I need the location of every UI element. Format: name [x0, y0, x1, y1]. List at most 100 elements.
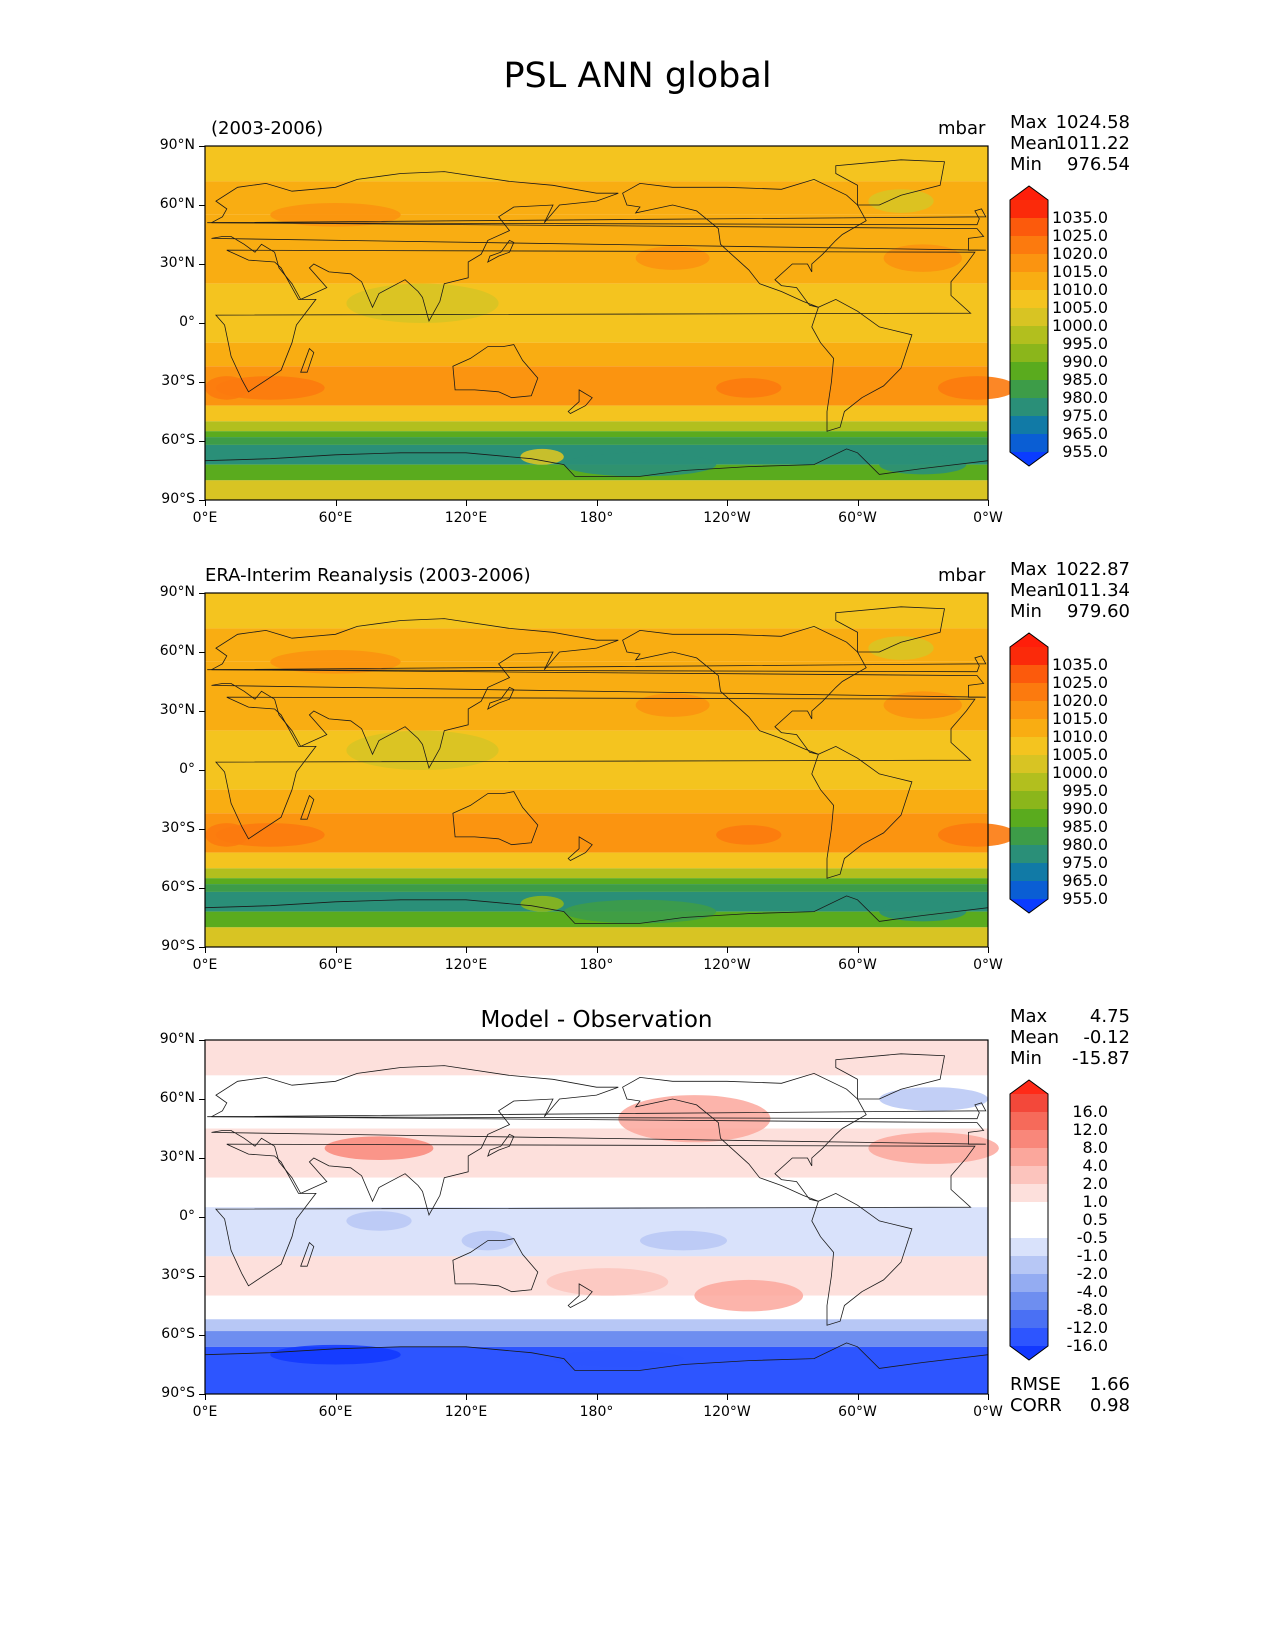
colorbar-label: 955.0: [1062, 889, 1108, 908]
stat-label-mean: Mean: [1010, 133, 1060, 154]
colorbar-label: 1005.0: [1052, 298, 1108, 317]
coastline: [207, 1102, 987, 1120]
panel-title-diff: Model - Observation: [480, 1007, 713, 1033]
colorbar-label: 1020.0: [1052, 691, 1108, 710]
lat-tick-label: 30°S: [161, 820, 195, 836]
lon-tick-label: 120°E: [444, 1404, 488, 1420]
colorbar-label: -12.0: [1066, 1318, 1108, 1337]
lat-tick-mark: [199, 500, 205, 501]
lat-tick-label: 30°N: [159, 1149, 195, 1165]
lon-tick-mark: [988, 947, 989, 953]
coastline: [211, 1065, 986, 1217]
stat-label-min: Min: [1010, 1048, 1042, 1069]
lat-tick-mark: [199, 382, 205, 383]
colorbar-label: 990.0: [1062, 799, 1108, 818]
coastline: [204, 1342, 989, 1395]
coastline: [207, 208, 987, 226]
lon-tick-label: 60°E: [318, 1404, 353, 1420]
lon-tick-mark: [596, 1394, 598, 1400]
coastline: [567, 836, 593, 861]
panel-title-model: (2003-2006): [211, 118, 324, 139]
lon-tick-label: 0°E: [192, 957, 218, 973]
stat-label-max: Max: [1010, 1006, 1048, 1027]
stat-value-max: 1024.58: [1055, 112, 1130, 133]
lon-tick-mark: [727, 500, 728, 506]
lat-tick-mark: [199, 947, 205, 948]
lon-tick-label: 0°E: [192, 1404, 218, 1420]
coastline: [452, 791, 539, 846]
coastline: [567, 1283, 593, 1308]
colorbar-model: [1009, 185, 1049, 467]
lat-tick-label: 90°S: [161, 491, 195, 507]
footer-label-rmse: RMSE: [1010, 1374, 1061, 1395]
coastline: [567, 389, 593, 414]
lon-tick-mark: [205, 947, 206, 953]
colorbar-label: 975.0: [1062, 406, 1108, 425]
colorbar-label: 1015.0: [1052, 709, 1108, 728]
colorbar-label: 955.0: [1062, 442, 1108, 461]
panel-title-obs: ERA-Interim Reanalysis (2003-2006): [205, 565, 531, 586]
lat-tick-label: 30°N: [159, 702, 195, 718]
colorbar-label: 1035.0: [1052, 208, 1108, 227]
lat-tick-mark: [199, 1217, 205, 1218]
coastline: [622, 178, 867, 308]
lat-tick-label: 90°N: [159, 584, 195, 600]
lon-tick-label: 60°W: [838, 957, 877, 973]
lon-tick-label: 120°E: [444, 957, 488, 973]
units-label-obs: mbar: [938, 565, 986, 586]
coastline: [300, 1241, 315, 1267]
coastline: [835, 606, 945, 653]
lat-tick-label: 60°S: [161, 1326, 195, 1342]
lat-tick-label: 90°N: [159, 137, 195, 153]
coastline: [215, 1143, 976, 1287]
colorbar-label: 16.0: [1072, 1102, 1108, 1121]
colorbar-label: 995.0: [1062, 781, 1108, 800]
lon-tick-label: 0°W: [973, 1404, 1003, 1420]
coastline: [835, 159, 945, 206]
coastline: [211, 171, 986, 323]
colorbar-label: 1000.0: [1052, 316, 1108, 335]
coastline: [622, 1072, 867, 1202]
lat-tick-label: 60°S: [161, 432, 195, 448]
colorbar-label: 0.5: [1082, 1210, 1108, 1229]
lat-tick-label: 30°N: [159, 255, 195, 271]
coastline: [204, 448, 989, 501]
map-model: [204, 145, 1017, 501]
lat-tick-mark: [199, 593, 205, 594]
lon-tick-mark: [727, 947, 728, 953]
stat-label-mean: Mean: [1010, 1027, 1060, 1048]
lat-tick-mark: [199, 264, 205, 265]
lat-tick-label: 60°N: [159, 643, 195, 659]
colorbar-label: 965.0: [1062, 871, 1108, 890]
lon-tick-mark: [727, 1394, 728, 1400]
colorbar-label: 1.0: [1082, 1192, 1108, 1211]
lat-tick-mark: [199, 441, 205, 442]
figure-title: PSL ANN global: [503, 56, 772, 96]
lon-tick-mark: [335, 947, 337, 953]
lon-tick-mark: [596, 947, 598, 953]
stat-label-max: Max: [1010, 559, 1048, 580]
lat-tick-label: 90°S: [161, 938, 195, 954]
coastline: [811, 1192, 913, 1326]
lat-tick-mark: [199, 652, 205, 653]
coastline: [452, 344, 539, 399]
lon-tick-mark: [988, 500, 989, 506]
colorbar-label: -2.0: [1076, 1264, 1108, 1283]
stat-value-min: 976.54: [1067, 154, 1130, 175]
lat-tick-label: 60°N: [159, 196, 195, 212]
colorbar-label: -4.0: [1076, 1282, 1108, 1301]
lat-tick-mark: [199, 1040, 205, 1041]
lat-tick-mark: [199, 829, 205, 830]
lat-tick-mark: [199, 1276, 205, 1277]
colorbar-label: 975.0: [1062, 853, 1108, 872]
map-obs: [204, 592, 1017, 948]
coastline: [835, 1053, 945, 1100]
colorbar-label: 1005.0: [1052, 745, 1108, 764]
colorbar-label: -1.0: [1076, 1246, 1108, 1265]
lon-tick-mark: [205, 1394, 206, 1400]
colorbar-diff: [1009, 1079, 1049, 1361]
lon-tick-label: 60°W: [838, 510, 877, 526]
lon-tick-mark: [596, 500, 598, 506]
colorbar-label: 990.0: [1062, 352, 1108, 371]
lat-tick-mark: [199, 323, 205, 324]
